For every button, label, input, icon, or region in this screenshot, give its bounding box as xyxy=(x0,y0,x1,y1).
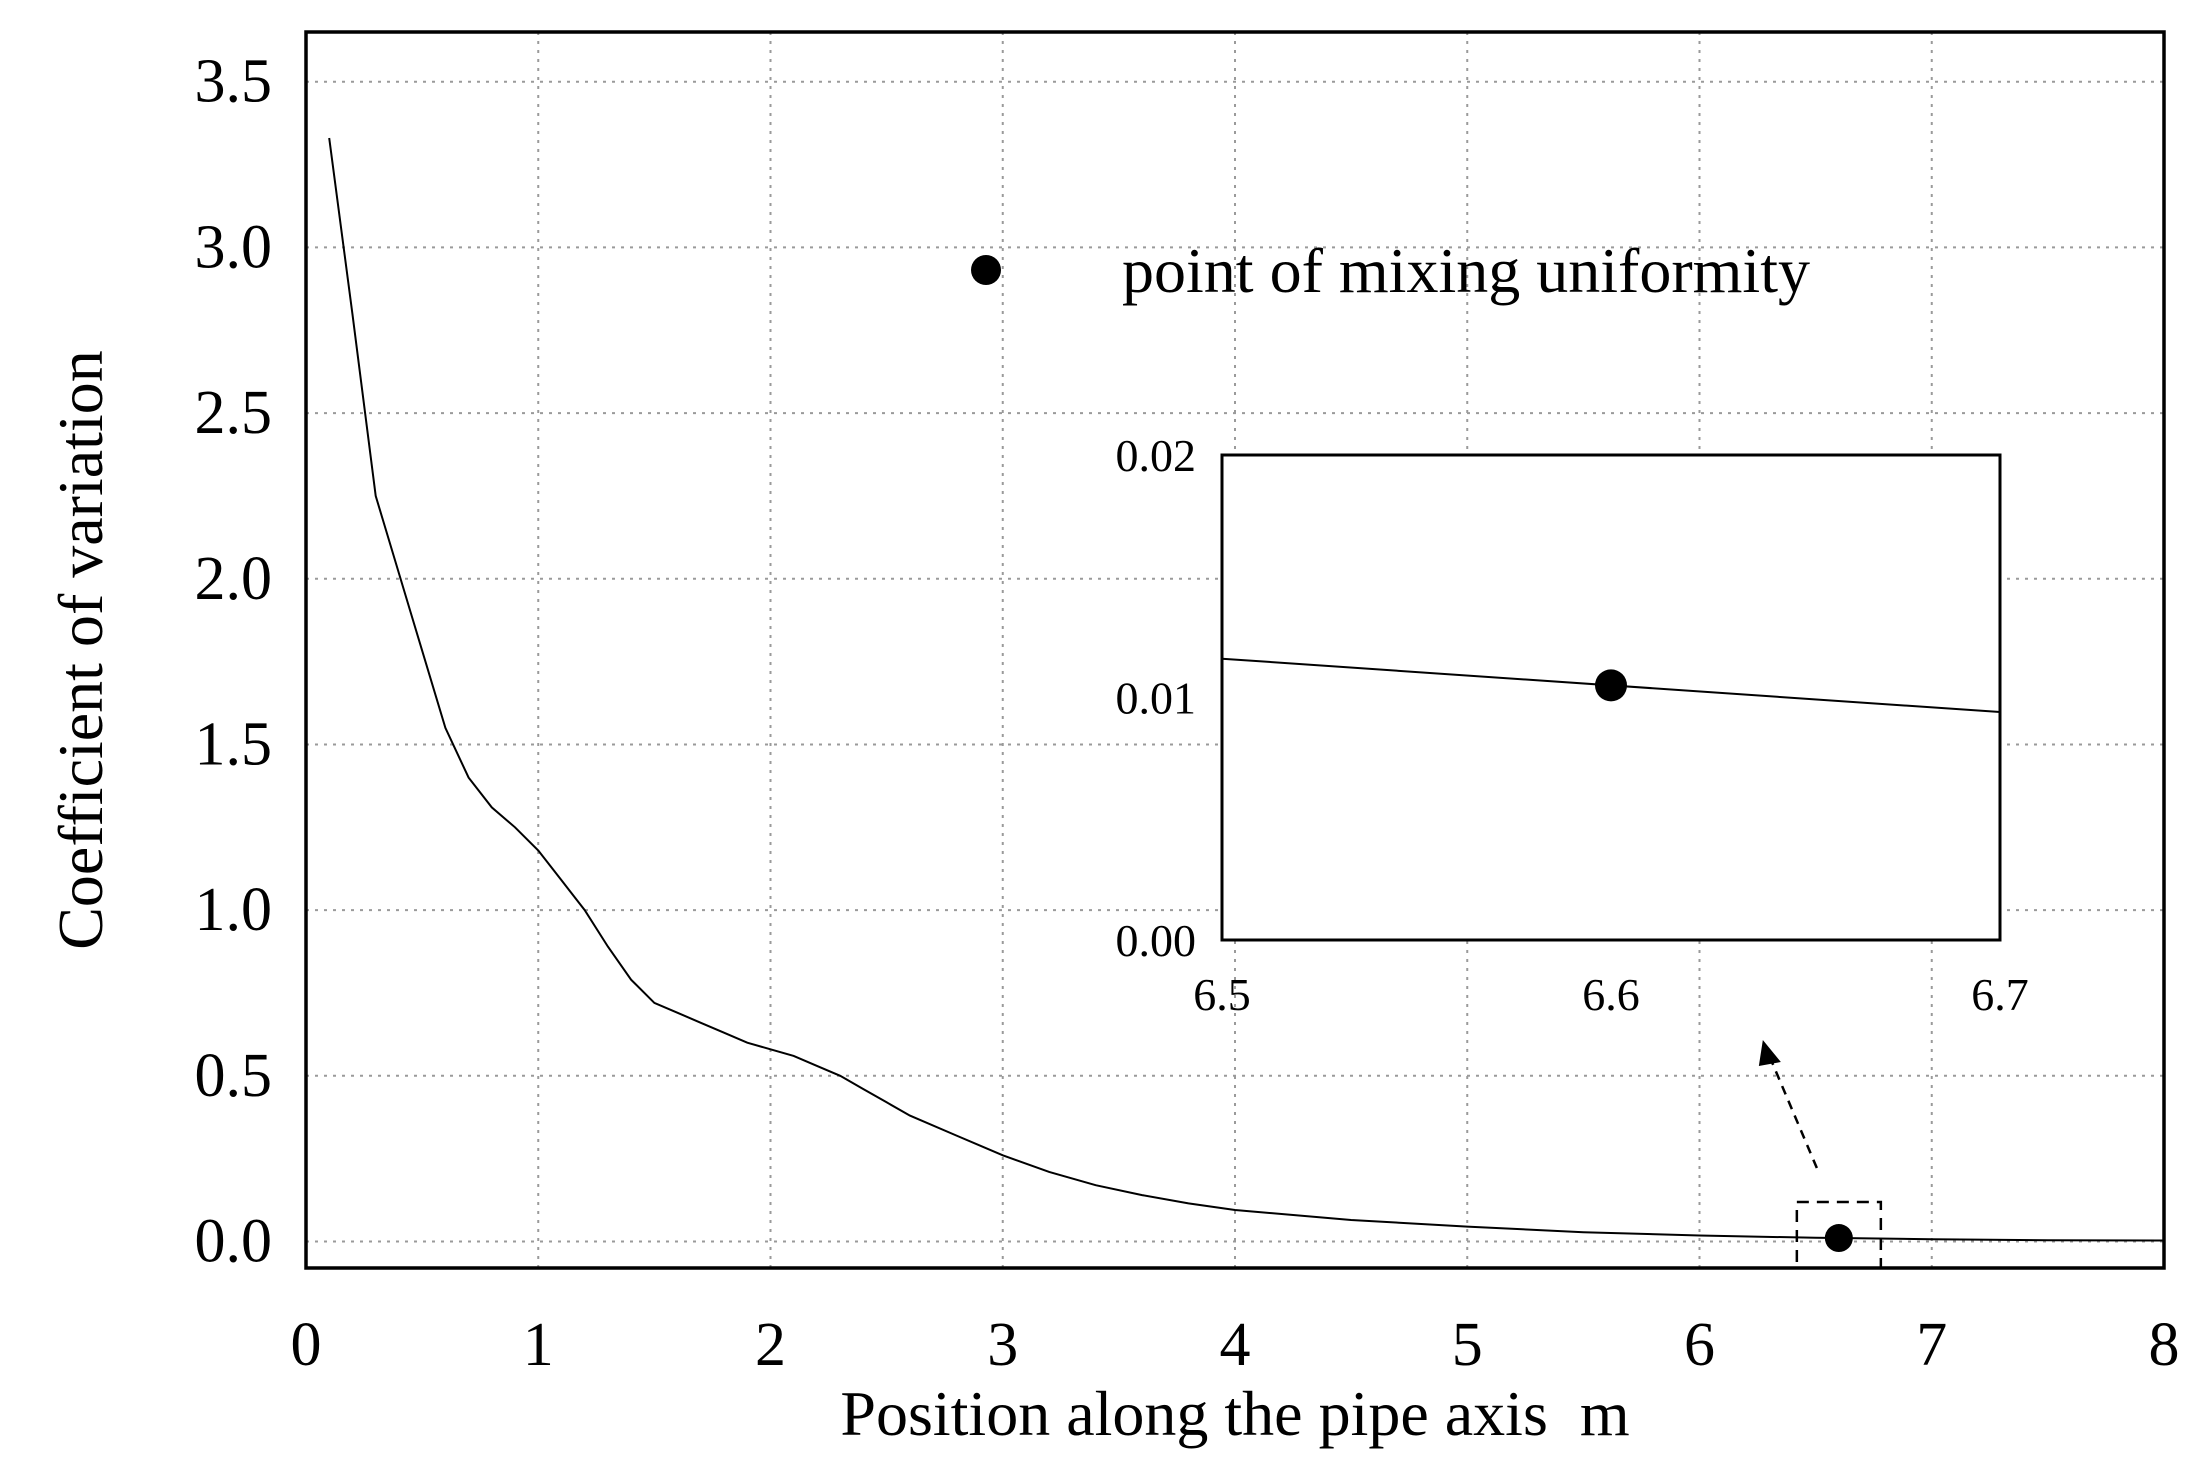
inset-x-tick-label: 6.6 xyxy=(1582,969,1640,1020)
arrow-head-icon xyxy=(1758,1040,1781,1067)
y-tick-label: 1.0 xyxy=(195,876,273,944)
x-axis-title: Position along the pipe axis m xyxy=(840,1378,1629,1449)
x-tick-label: 8 xyxy=(2149,1311,2180,1379)
x-tick-label: 5 xyxy=(1452,1311,1483,1379)
y-tick-label: 2.5 xyxy=(195,379,273,447)
inset-y-tick-label: 0.00 xyxy=(1116,915,1197,966)
inset-x-tick-label: 6.7 xyxy=(1971,969,2029,1020)
y-tick-label: 0.0 xyxy=(195,1207,273,1275)
zoom-region-box xyxy=(1795,1200,1883,1270)
x-tick-label: 1 xyxy=(523,1311,554,1379)
y-tick-label: 3.5 xyxy=(195,48,273,116)
inset-y-tick-label: 0.01 xyxy=(1116,673,1197,724)
inset-zoom-chart: 6.5 6.6 6.7 0.00 0.01 0.02 xyxy=(1116,430,2029,1020)
mixing-uniformity-point xyxy=(1824,1224,1853,1253)
y-tick-label: 2.0 xyxy=(195,545,273,613)
inset-x-tick-label: 6.5 xyxy=(1193,969,1251,1020)
zoom-arrow-line xyxy=(1765,1049,1819,1169)
y-axis-ticks: 0.0 0.5 1.0 1.5 2.0 2.5 3.0 3.5 xyxy=(195,48,273,1276)
highlight-region xyxy=(1758,1040,1883,1270)
x-tick-label: 7 xyxy=(1916,1311,1947,1379)
inset-y-tick-label: 0.02 xyxy=(1116,430,1197,481)
x-tick-label: 0 xyxy=(291,1311,322,1379)
legend-marker-icon xyxy=(971,255,1001,285)
legend-label: point of mixing uniformity xyxy=(1122,235,1810,306)
plot-frame xyxy=(304,30,2166,1270)
y-tick-label: 0.5 xyxy=(195,1042,273,1110)
x-tick-label: 3 xyxy=(987,1311,1018,1379)
x-tick-label: 6 xyxy=(1684,1311,1715,1379)
x-tick-label: 4 xyxy=(1220,1311,1251,1379)
x-tick-label: 2 xyxy=(755,1311,786,1379)
inset-mixing-uniformity-point xyxy=(1595,669,1627,702)
y-tick-label: 1.5 xyxy=(195,710,273,778)
x-axis-ticks: 0 1 2 3 4 5 6 7 8 xyxy=(291,1311,2180,1379)
y-axis-title: Coefficient of variation xyxy=(45,350,116,950)
y-tick-label: 3.0 xyxy=(195,213,273,281)
cv-curve-line xyxy=(328,137,2165,1242)
